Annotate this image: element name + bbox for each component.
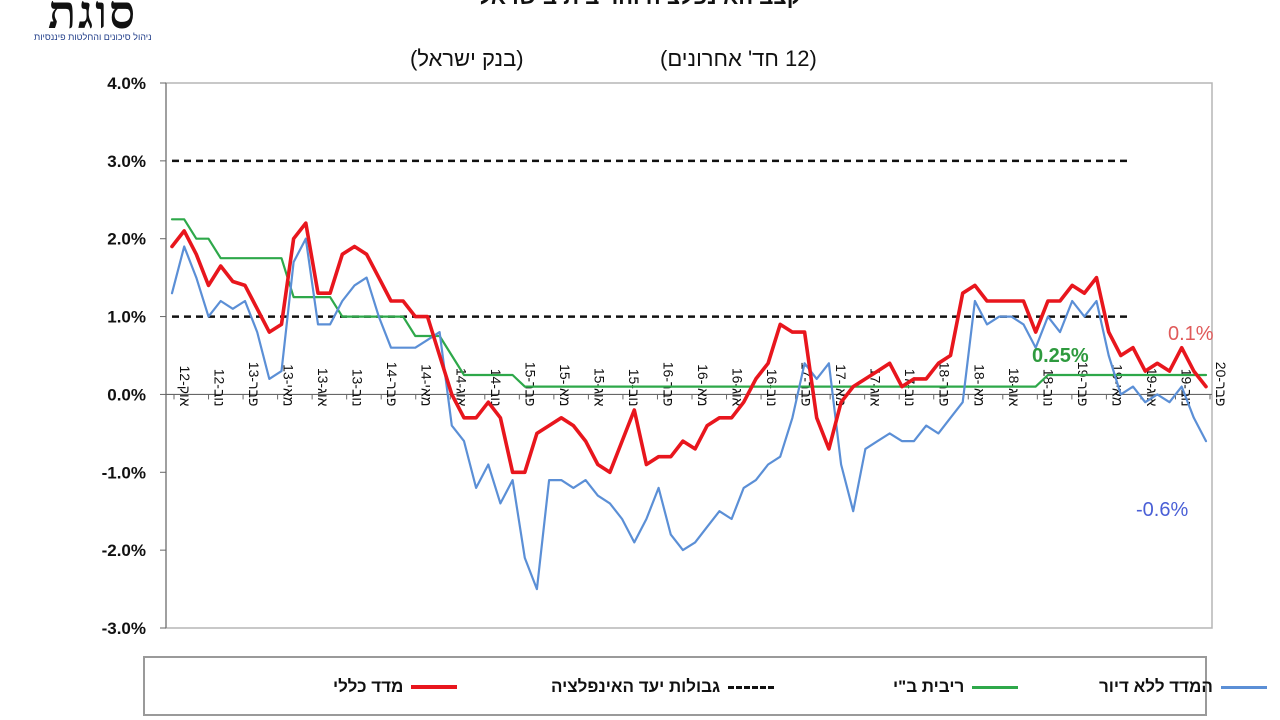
legend-swatch-target (728, 685, 775, 689)
y-tick-label: 0.0% (107, 385, 146, 404)
logo-tagline: ניהול סיכונים והחלטות פיננסיות (34, 32, 152, 42)
x-tick-label: נוב-19 (1178, 369, 1194, 407)
x-tick-label: פבר-18 (937, 362, 953, 407)
legend-item-target: גבולות יעד האינפלציה (551, 676, 775, 698)
x-tick-label: נוב-12 (212, 369, 228, 407)
legend-item-cpi: מדד כללי (333, 676, 458, 698)
x-tick-label: פבר-19 (1075, 362, 1091, 407)
x-tick-label: נוב-14 (488, 369, 504, 407)
inflation-target-lines (172, 159, 1128, 318)
legend-label-cpi: מדד כללי (333, 677, 404, 696)
legend-label-target: גבולות יעד האינפלציה (551, 677, 721, 696)
legend-label-rate: ריבית ב"י (893, 677, 965, 696)
y-tick-label: -1.0% (102, 463, 146, 482)
annotation-rate: 0.25% (1032, 345, 1089, 367)
source-label: (בנק ישראל) (410, 46, 524, 71)
logo-mark: סוגת (48, 0, 138, 39)
legend-swatch-cpi (411, 685, 458, 689)
legend-swatch-ex-housing (1220, 685, 1267, 689)
x-tick-label: מאי-18 (971, 364, 987, 406)
legend: המדד ללא דיור ריבית ב"י גבולות יעד האינפ… (143, 656, 1267, 716)
annotation-ex-housing: -0.6% (1136, 499, 1188, 521)
legend-item-rate: ריבית ב"י (893, 676, 1019, 698)
x-tick-label: פבר-15 (522, 362, 538, 407)
y-axis-ticks: 4.0% 3.0% 2.0% 1.0% 0.0% -1.0% -2.0% -3.0% (102, 74, 166, 638)
y-tick-label: 1.0% (107, 308, 146, 327)
y-tick-label: -3.0% (102, 619, 146, 638)
series-line-cpi (170, 221, 1208, 475)
y-tick-label: -2.0% (102, 541, 146, 560)
series-lines (170, 218, 1208, 591)
legend-label-ex-housing: המדד ללא דיור (1099, 677, 1213, 696)
series-line-rate (170, 218, 1208, 388)
x-tick-label: פבר-14 (384, 362, 400, 407)
x-tick-label: מאי-16 (695, 364, 711, 406)
y-tick-label: 4.0% (107, 74, 146, 93)
x-tick-label: מאי-15 (557, 364, 573, 406)
x-tick-label: מאי-14 (419, 364, 435, 406)
x-axis-ticks: אוק-12 נוב-12 פבר-13 מאי-13 אוג-13 נוב-13 פבר-… (173, 362, 1229, 407)
x-tick-label: אוק-12 (177, 365, 193, 406)
y-tick-label: 3.0% (107, 152, 146, 171)
legend-swatch-rate (972, 685, 1019, 689)
x-tick-label: פבר-16 (660, 362, 676, 407)
end-value-annotations: 0.1% 0.25% -0.6% (1032, 323, 1214, 521)
chart-title: קצב האינפלציה והריבית בישראל (380, 0, 900, 10)
logo: סוגת ניהול סיכונים והחלטות פיננסיות (28, 0, 208, 46)
x-tick-label: נוב-13 (350, 369, 366, 407)
x-tick-label: אוג-19 (1144, 368, 1160, 407)
x-tick-label: מאי-13 (281, 364, 297, 406)
x-tick-label: פבר-13 (246, 362, 262, 407)
annotation-cpi: 0.1% (1168, 323, 1214, 345)
legend-item-ex-housing: המדד ללא דיור (1099, 676, 1267, 698)
period-label: (12 חד' אחרונים) (660, 46, 817, 71)
x-tick-label: אוג-13 (315, 368, 331, 407)
y-tick-label: 2.0% (107, 230, 146, 249)
series-line-ex-housing (170, 237, 1208, 591)
x-tick-label: פבר-20 (1213, 362, 1229, 407)
x-tick-label: אוג-14 (453, 368, 469, 407)
